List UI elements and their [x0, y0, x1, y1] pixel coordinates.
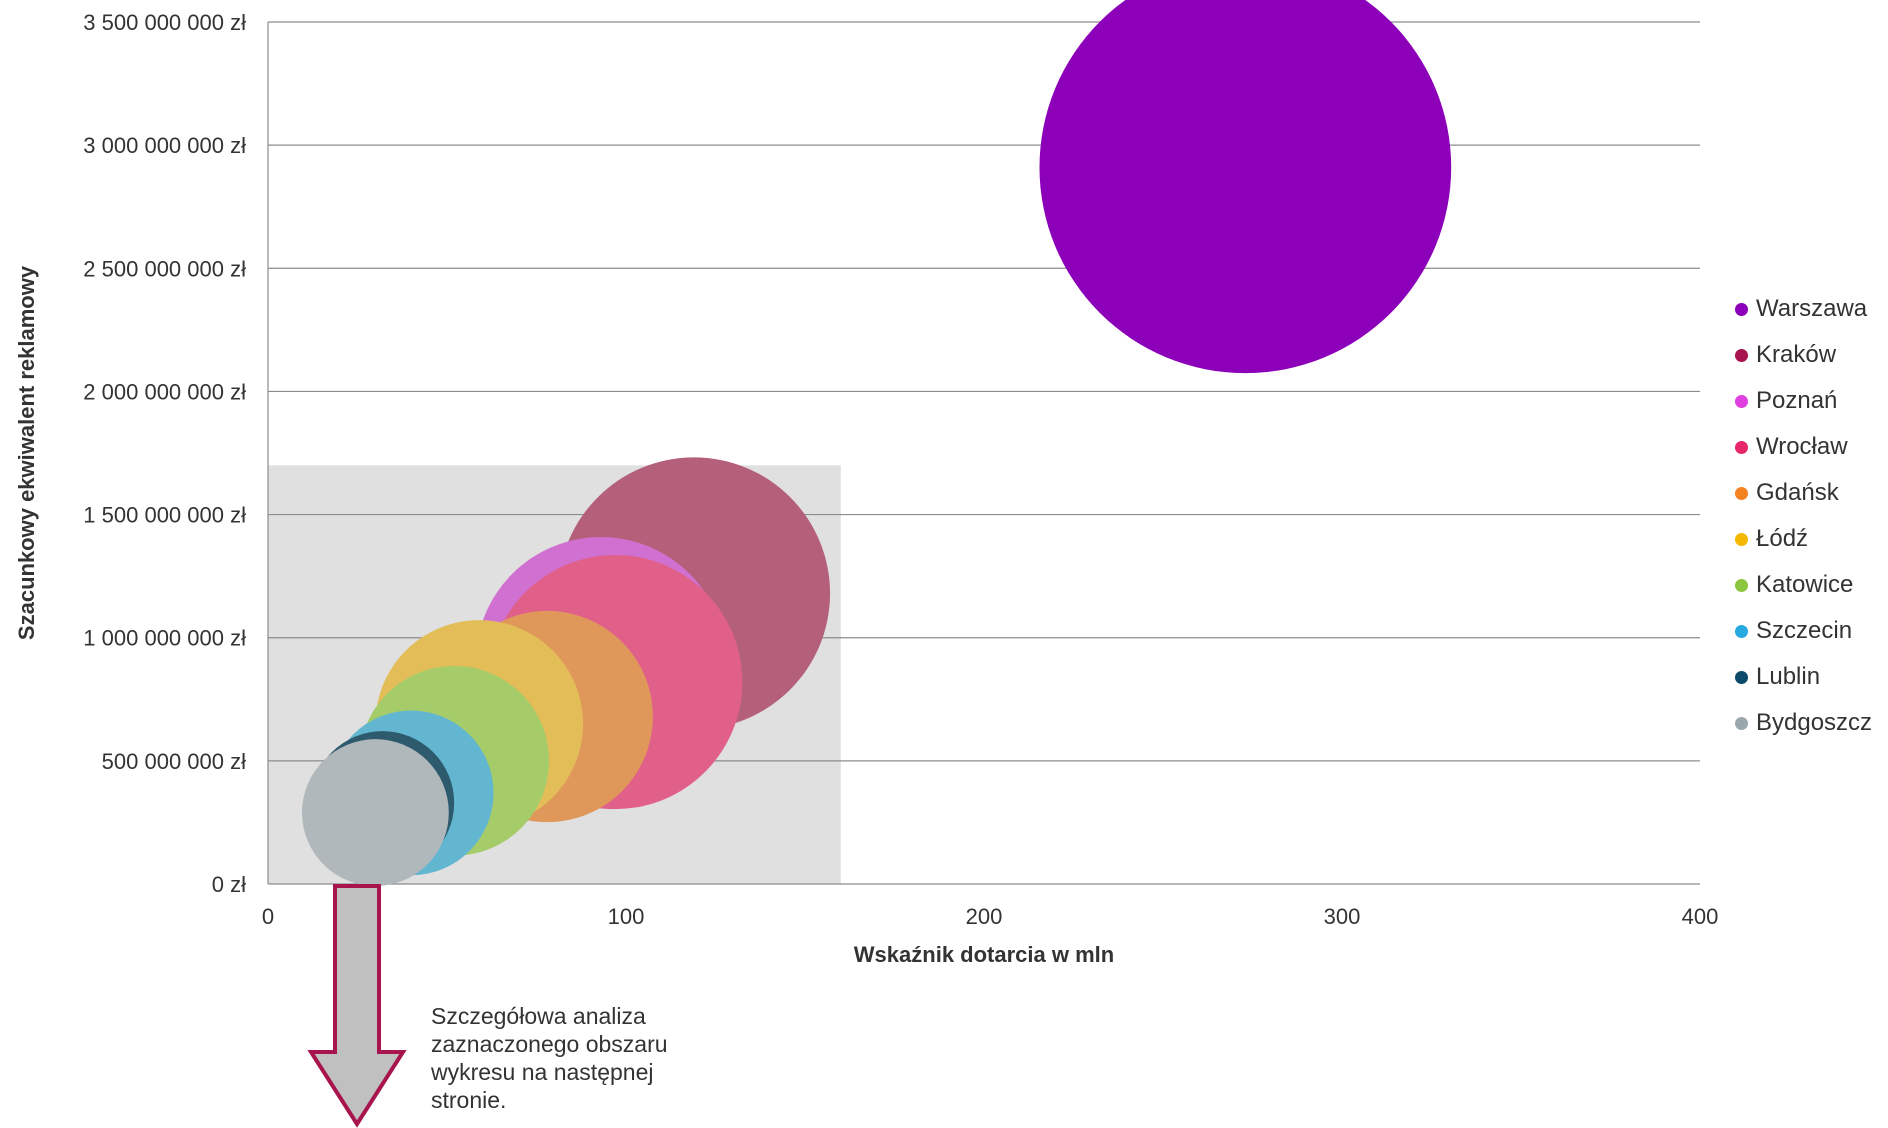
y-axis-title: Szacunkowy ekwiwalent reklamowy [14, 265, 39, 640]
legend-item-lublin: Lublin [1735, 654, 1872, 700]
legend-label: Gdańsk [1756, 479, 1839, 506]
legend-item-kraków: Kraków [1735, 332, 1872, 378]
y-tick-label: 1 500 000 000 zł [83, 503, 246, 528]
legend-item-wrocław: Wrocław [1735, 424, 1872, 470]
legend-marker [1735, 670, 1748, 684]
legend-item-katowice: Katowice [1735, 562, 1872, 608]
y-tick-label: 500 000 000 zł [102, 749, 246, 774]
legend-marker [1735, 532, 1748, 546]
y-tick-label: 1 000 000 000 zł [83, 626, 246, 651]
y-tick-label: 3 500 000 000 zł [83, 10, 246, 35]
x-axis-title: Wskaźnik dotarcia w mln [854, 942, 1114, 967]
legend-marker [1735, 394, 1748, 408]
legend-label: Warszawa [1756, 295, 1868, 322]
bubbles [302, 0, 1452, 886]
legend-marker [1735, 624, 1748, 638]
legend-label: Lublin [1756, 663, 1821, 690]
legend-label: Katowice [1756, 571, 1854, 598]
legend-marker [1735, 716, 1748, 730]
legend-label: Poznań [1756, 387, 1838, 414]
legend-marker [1735, 302, 1748, 316]
x-tick-label: 100 [608, 904, 645, 929]
down-arrow-icon [307, 884, 407, 1128]
legend-marker [1735, 578, 1748, 592]
x-tick-label: 200 [966, 904, 1003, 929]
legend: Warszawa Kraków Poznań Wrocław Gdańsk Łódź Kat… [1735, 286, 1872, 746]
legend-marker [1735, 348, 1748, 362]
y-tick-label: 0 zł [212, 872, 246, 897]
legend-item-szczecin: Szczecin [1735, 608, 1872, 654]
annotation-note: Szczegółowa analiza zaznaczonego obszaru… [431, 1003, 668, 1113]
legend-item-gdańsk: Gdańsk [1735, 470, 1872, 516]
y-tick-labels: 0 zł 500 000 000 zł 1 000 000 000 zł 1 500 … [83, 10, 246, 897]
x-tick-label: 300 [1324, 904, 1361, 929]
x-tick-label: 400 [1682, 904, 1719, 929]
y-tick-label: 2 000 000 000 zł [83, 379, 246, 404]
legend-item-łódź: Łódź [1735, 516, 1872, 562]
legend-label: Wrocław [1756, 433, 1848, 460]
legend-marker [1735, 440, 1748, 454]
x-tick-label: 0 [262, 904, 274, 929]
legend-label: Bydgoszcz [1756, 709, 1873, 736]
y-tick-label: 2 500 000 000 zł [83, 256, 246, 281]
legend-label: Szczecin [1756, 617, 1853, 644]
legend-marker [1735, 486, 1748, 500]
x-tick-labels: 0 100 200 300 400 [262, 904, 1718, 929]
legend-label: Łódź [1756, 525, 1809, 552]
legend-item-warszawa: Warszawa [1735, 286, 1872, 332]
legend-item-bydgoszcz: Bydgoszcz [1735, 700, 1872, 746]
bubble-bydgoszcz [302, 739, 449, 886]
bubble-warszawa [1039, 0, 1452, 374]
legend-item-poznań: Poznań [1735, 378, 1872, 424]
legend-label: Kraków [1756, 341, 1837, 368]
y-tick-label: 3 000 000 000 zł [83, 133, 246, 158]
